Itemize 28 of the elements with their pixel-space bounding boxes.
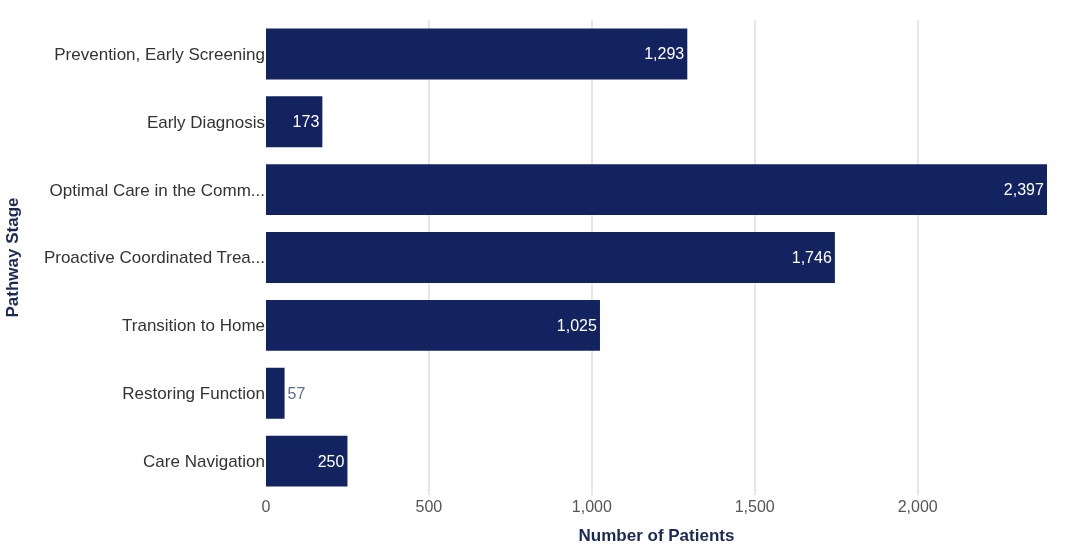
x-tick-label: 1,000 <box>571 498 612 515</box>
data-label: 173 <box>292 113 320 131</box>
y-tick-label: Care Navigation <box>143 452 265 472</box>
y-tick-label: Prevention, Early Screening <box>54 44 265 64</box>
x-tick-label: 0 <box>261 498 271 515</box>
bar <box>266 367 285 419</box>
data-label: 57 <box>287 384 306 402</box>
data-label: 1,293 <box>644 45 685 63</box>
y-axis-title: Pathway Stage <box>3 197 23 318</box>
y-tick-label: Early Diagnosis <box>146 112 265 132</box>
x-tick-label: 1,500 <box>734 498 775 515</box>
bar <box>266 232 835 283</box>
data-label: 250 <box>317 452 345 470</box>
bar <box>266 435 348 487</box>
y-tick-label: Optimal Care in the Comm... <box>49 180 265 200</box>
data-label: 2,397 <box>1003 181 1044 199</box>
x-tick-label: 2,000 <box>897 498 938 515</box>
bar <box>266 96 323 148</box>
y-tick-label: Restoring Function <box>122 384 265 404</box>
y-tick-label: Proactive Coordinated Trea... <box>43 248 265 268</box>
data-label: 1,025 <box>556 316 597 334</box>
bar <box>266 28 688 80</box>
data-label: 1,746 <box>791 249 832 266</box>
x-tick-label: 500 <box>415 498 443 515</box>
bar <box>266 299 600 351</box>
y-tick-label: Transition to Home <box>122 316 265 336</box>
bar <box>266 164 1047 216</box>
x-axis-title: Number of Patients <box>578 526 735 546</box>
